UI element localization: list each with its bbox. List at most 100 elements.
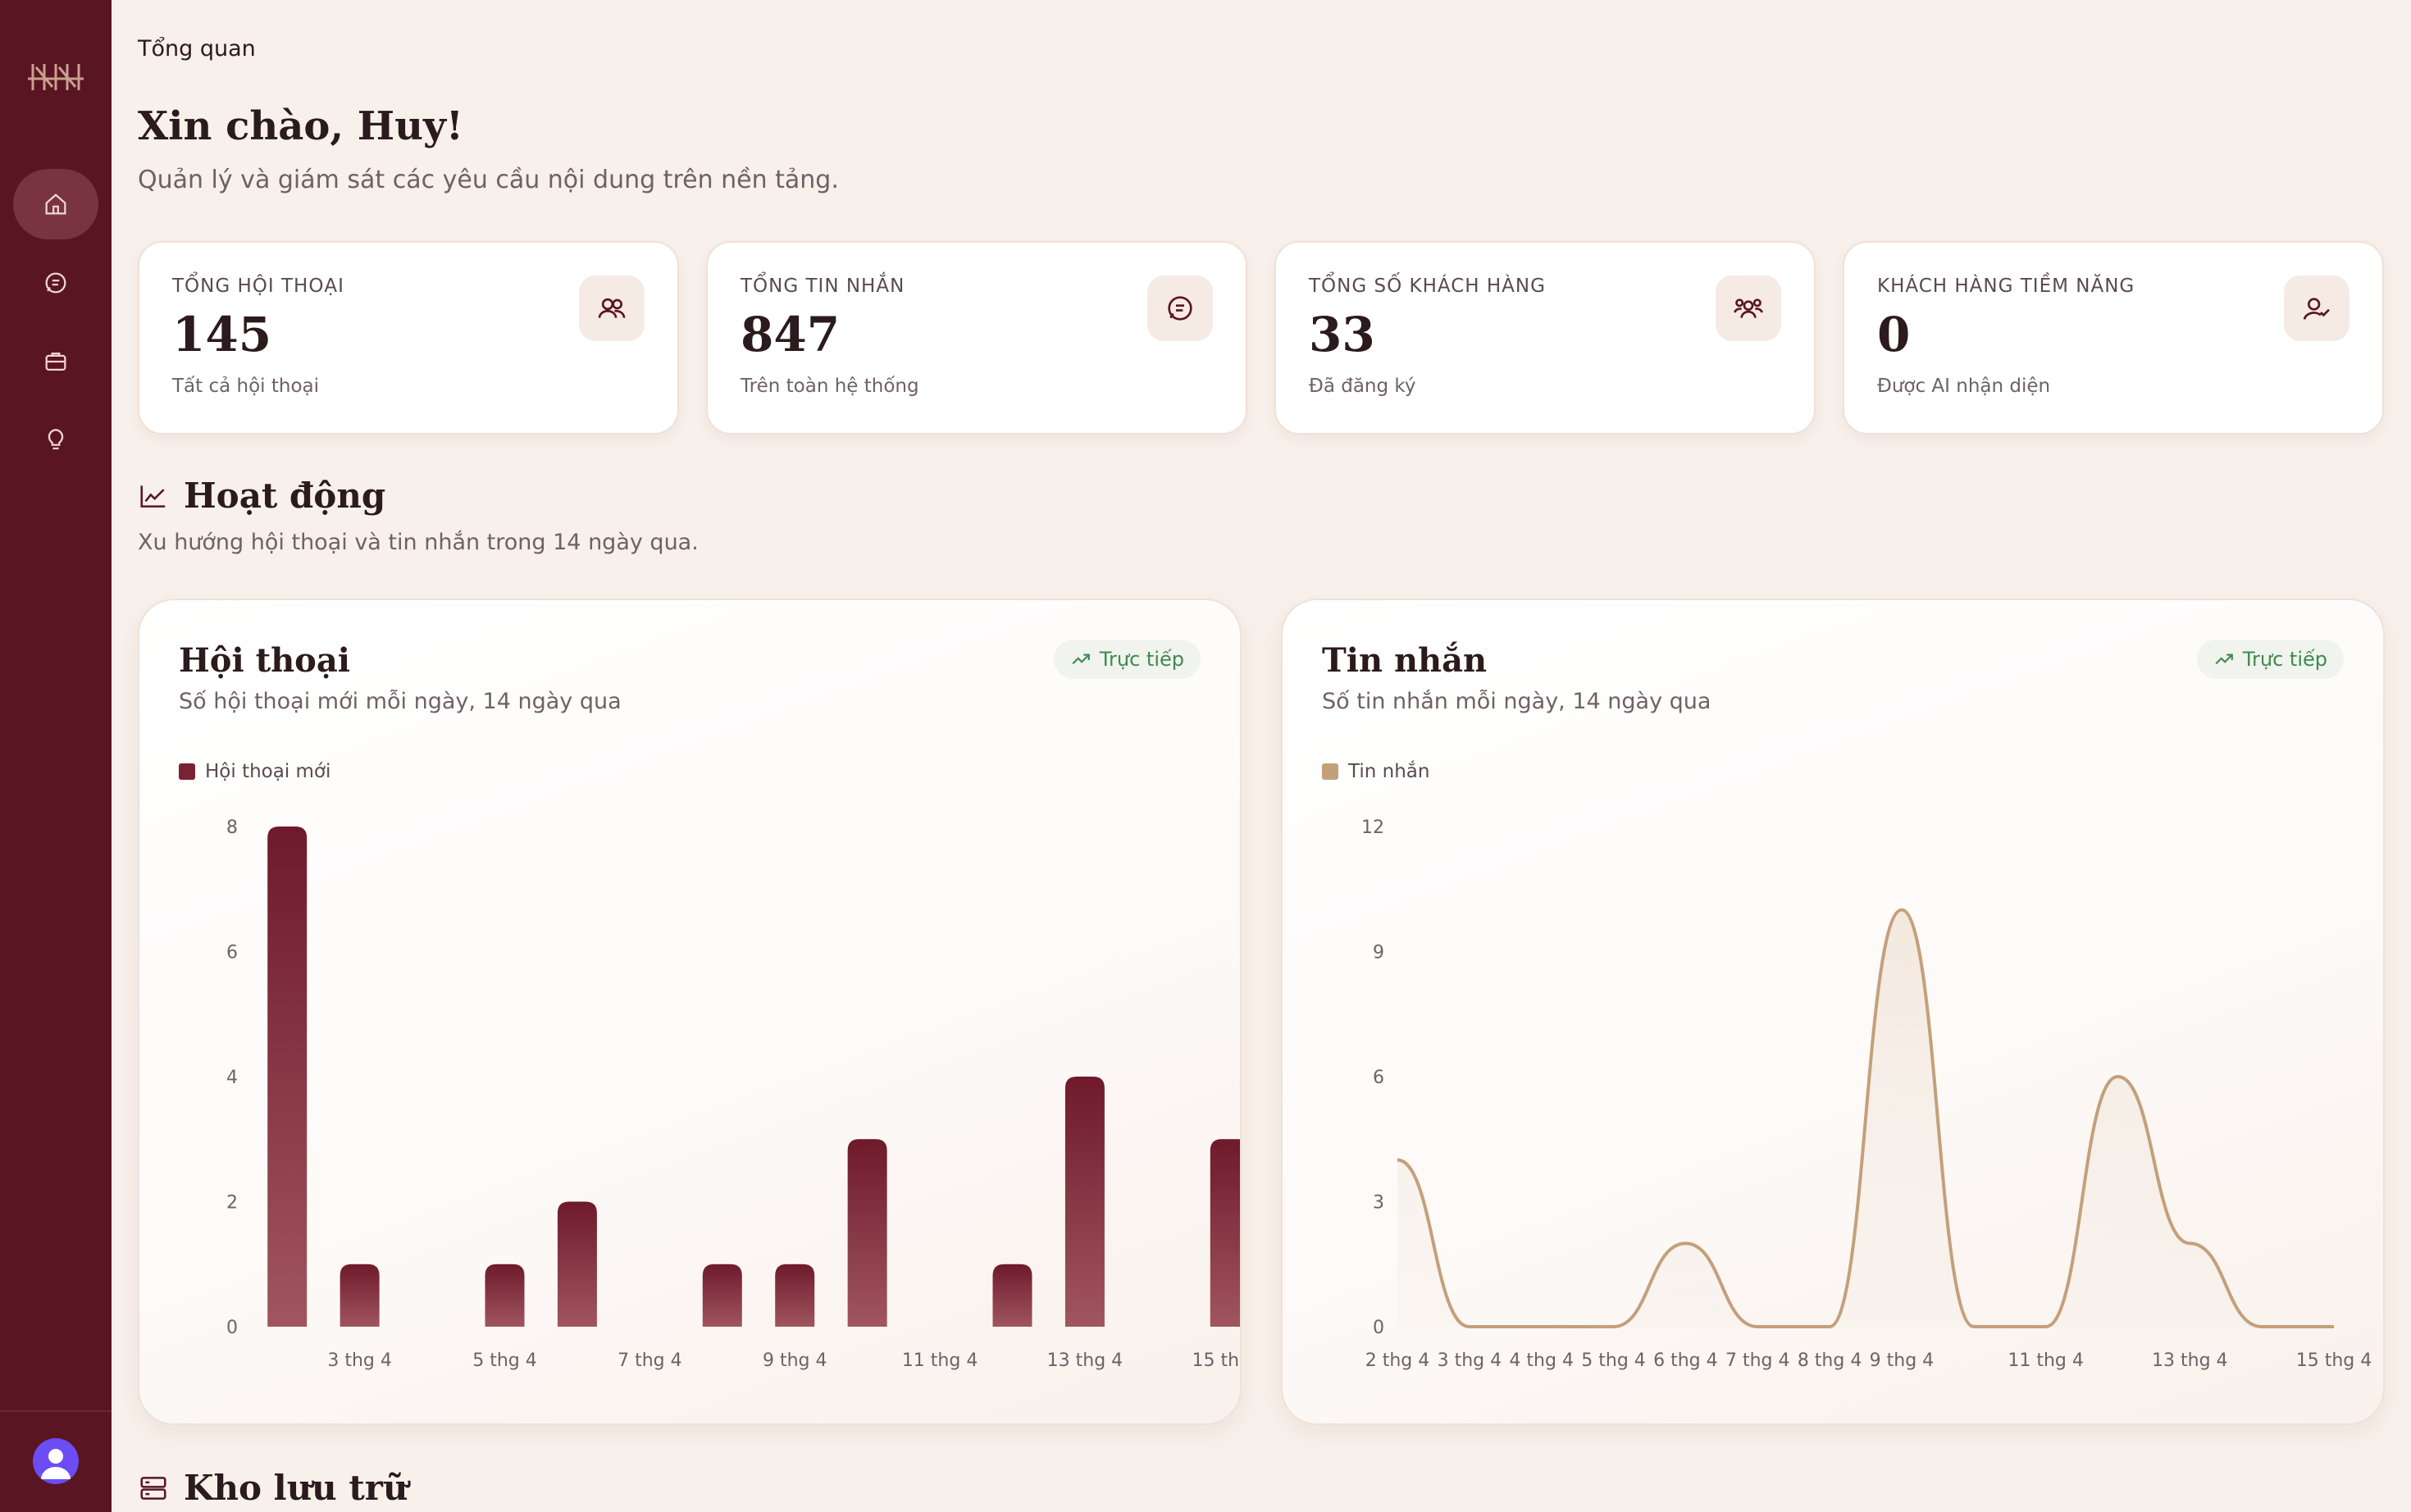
bar xyxy=(775,1264,815,1327)
y-tick-label: 6 xyxy=(1373,1068,1384,1088)
user-check-icon xyxy=(2303,298,2330,320)
stat-card-customers: TỔNG SỐ KHÁCH HÀNG 33 Đã đăng ký xyxy=(1274,241,1816,435)
bar xyxy=(847,1139,887,1327)
x-tick-label: 11 thg 4 xyxy=(902,1350,978,1371)
live-badge: Trực tiếp xyxy=(2196,640,2344,679)
x-tick-label: 4 thg 4 xyxy=(1509,1350,1574,1371)
x-tick-label: 8 thg 4 xyxy=(1798,1350,1862,1371)
bar xyxy=(340,1264,380,1327)
x-tick-label: 6 thg 4 xyxy=(1653,1350,1718,1371)
stat-description: Đã đăng ký xyxy=(1309,376,1416,397)
x-tick-label: 9 thg 4 xyxy=(763,1350,827,1371)
sidebar xyxy=(0,0,112,1512)
y-tick-label: 0 xyxy=(1373,1318,1384,1338)
stat-value: 847 xyxy=(741,307,841,362)
home-icon xyxy=(45,194,66,215)
x-tick-label: 13 thg 4 xyxy=(1047,1350,1123,1371)
bar xyxy=(702,1264,742,1327)
conversations-chart-card: Hội thoại Số hội thoại mới mỗi ngày, 14 … xyxy=(138,599,1242,1425)
stat-label: TỔNG SỐ KHÁCH HÀNG xyxy=(1309,276,1546,297)
stat-value: 145 xyxy=(172,307,272,362)
x-tick-label: 11 thg 4 xyxy=(2008,1350,2084,1371)
y-tick-label: 4 xyxy=(226,1068,238,1088)
series-line xyxy=(1397,908,2334,1329)
briefcase-icon xyxy=(45,352,66,371)
stat-icon-box xyxy=(1716,276,1781,341)
page-title: Xin chào, Huy! xyxy=(138,103,463,149)
conversations-bar-chart: 0 2 4 6 8 3 thg 4 5 thg 4 7 thg 4 9 thg 4 11 thg … xyxy=(226,817,1240,1371)
chart-legend: Hội thoại mới xyxy=(179,761,330,782)
stat-description: Trên toàn hệ thống xyxy=(741,376,919,397)
x-tick-label: 3 thg 4 xyxy=(327,1350,392,1371)
bar xyxy=(992,1264,1032,1327)
stat-label: TỔNG HỘI THOẠI xyxy=(172,276,344,297)
stat-icon-box xyxy=(579,276,645,341)
chart-title: Hội thoại xyxy=(179,641,350,680)
live-badge: Trực tiếp xyxy=(1053,640,1201,679)
trending-up-icon xyxy=(1072,654,1090,665)
stat-card-leads: KHÁCH HÀNG TIỀM NĂNG 0 Được AI nhận diện xyxy=(1843,241,2384,435)
stat-value: 33 xyxy=(1309,307,1375,362)
x-tick-label: 13 thg 4 xyxy=(2152,1350,2228,1371)
user-avatar[interactable] xyxy=(33,1438,79,1484)
legend-label: Hội thoại mới xyxy=(205,761,331,782)
bar xyxy=(1210,1139,1240,1327)
messages-area-chart: 0 3 6 9 12 2 thg 4 3 thg 4 4 thg 4 5 thg 4 6 thg … xyxy=(1361,817,2372,1371)
bar xyxy=(1064,1077,1105,1327)
trending-up-icon xyxy=(2215,654,2233,665)
stat-description: Tất cả hội thoại xyxy=(172,376,320,397)
group-icon xyxy=(1734,298,1763,318)
legend-swatch xyxy=(179,763,195,780)
y-tick-label: 9 xyxy=(1373,943,1384,963)
x-tick-label: 7 thg 4 xyxy=(1725,1350,1790,1371)
chat-icon xyxy=(45,272,66,294)
nav-home[interactable] xyxy=(13,169,98,239)
live-badge-label: Trực tiếp xyxy=(1099,648,1184,671)
live-badge-label: Trực tiếp xyxy=(2242,648,2327,671)
stat-value: 0 xyxy=(1877,307,1911,362)
lightbulb-icon xyxy=(48,429,64,450)
x-tick-label: 3 thg 4 xyxy=(1438,1350,1502,1371)
breadcrumb: Tổng quan xyxy=(138,36,256,61)
stat-label: KHÁCH HÀNG TIỀM NĂNG xyxy=(1877,276,2135,297)
message-icon xyxy=(1168,296,1192,321)
stat-icon-box xyxy=(1147,276,1213,341)
y-tick-label: 0 xyxy=(226,1318,238,1338)
y-tick-label: 3 xyxy=(1373,1193,1384,1214)
stat-icon-box xyxy=(2284,276,2349,341)
nav-ideas[interactable] xyxy=(13,405,98,476)
storage-title: Kho lưu trữ xyxy=(184,1468,408,1508)
stat-description: Được AI nhận diện xyxy=(1877,376,2051,397)
x-tick-label: 5 thg 4 xyxy=(472,1350,537,1371)
stat-label: TỔNG TIN NHẮN xyxy=(741,276,905,297)
activity-subtitle: Xu hướng hội thoại và tin nhắn trong 14 … xyxy=(138,530,699,555)
y-tick-label: 12 xyxy=(1361,817,1384,838)
x-tick-label: 9 thg 4 xyxy=(1870,1350,1935,1371)
line-chart-icon xyxy=(140,485,166,508)
nav-chat[interactable] xyxy=(13,248,98,318)
storage-section-header: Kho lưu trữ xyxy=(138,1468,408,1508)
stat-card-conversations: TỔNG HỘI THOẠI 145 Tất cả hội thoại xyxy=(138,241,679,435)
legend-label: Tin nhắn xyxy=(1348,761,1430,782)
x-tick-label: 5 thg 4 xyxy=(1581,1350,1646,1371)
legend-swatch xyxy=(1322,763,1338,780)
bar xyxy=(557,1201,597,1327)
area-fill xyxy=(1397,909,2334,1327)
x-tick-label: 2 thg 4 xyxy=(1365,1350,1430,1371)
user-avatar-icon xyxy=(41,1449,71,1479)
stat-card-messages: TỔNG TIN NHẮN 847 Trên toàn hệ thống xyxy=(706,241,1247,435)
activity-section-header: Hoạt động xyxy=(138,476,385,516)
x-tick-label: 7 thg 4 xyxy=(618,1350,682,1371)
sidebar-divider xyxy=(0,1410,112,1412)
brand-logo-icon xyxy=(28,64,84,90)
chart-subtitle: Số hội thoại mới mỗi ngày, 14 ngày qua xyxy=(179,689,622,714)
chart-subtitle: Số tin nhắn mỗi ngày, 14 ngày qua xyxy=(1322,689,1711,714)
nav-briefcase[interactable] xyxy=(13,326,98,397)
server-icon xyxy=(140,1476,166,1500)
activity-title: Hoạt động xyxy=(184,476,386,516)
chart-title: Tin nhắn xyxy=(1322,641,1488,680)
page-subtitle: Quản lý và giám sát các yêu cầu nội dung… xyxy=(138,166,839,194)
messages-chart-card: Tin nhắn Số tin nhắn mỗi ngày, 14 ngày q… xyxy=(1281,599,2385,1425)
x-tick-label: 15 thg 4 xyxy=(2296,1350,2372,1371)
users-icon xyxy=(598,298,626,318)
